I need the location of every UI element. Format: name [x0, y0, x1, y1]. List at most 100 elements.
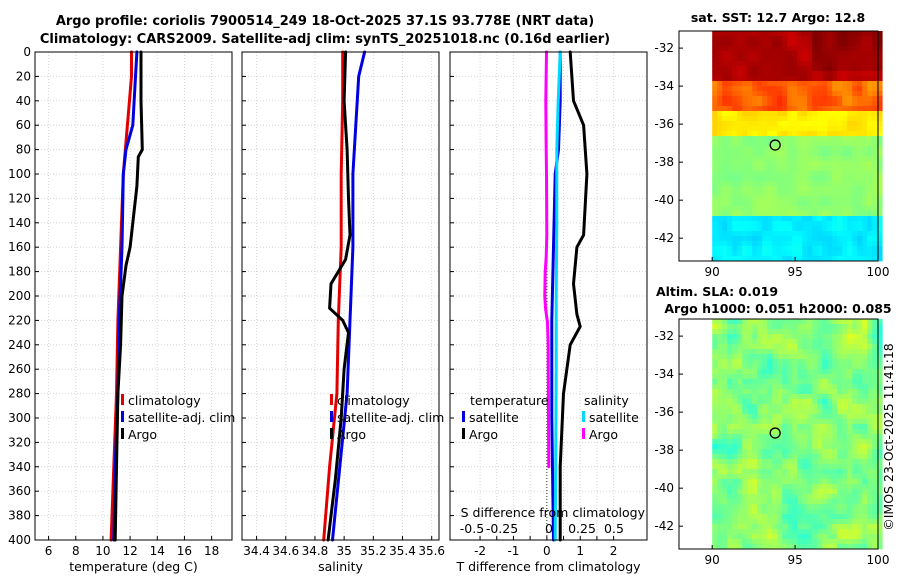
map-cell	[852, 111, 858, 117]
map-cell	[832, 136, 838, 142]
map-cell	[807, 141, 813, 147]
map-cell	[747, 106, 753, 112]
map-cell	[877, 534, 883, 540]
map-cell	[757, 394, 763, 400]
map-cell	[862, 434, 868, 440]
map-cell	[797, 81, 803, 87]
y-tick-label: 160	[8, 240, 31, 254]
map-cell	[757, 96, 763, 102]
map-cell	[822, 141, 828, 147]
map-cell	[772, 429, 778, 435]
map-cell	[812, 171, 818, 177]
map-cell	[737, 504, 743, 510]
map-cell	[857, 399, 863, 405]
y-tick-label: 340	[8, 460, 31, 474]
map-cell	[792, 469, 798, 475]
map-cell	[792, 231, 798, 237]
map-cell	[827, 211, 833, 217]
map-cell	[757, 226, 763, 232]
y-tick-label: 220	[8, 313, 31, 327]
map-cell	[742, 409, 748, 415]
map-cell	[752, 256, 758, 262]
map-cell	[857, 409, 863, 415]
map-cell	[767, 479, 773, 485]
map-cell	[712, 474, 718, 480]
map-cell	[842, 484, 848, 490]
map-cell	[792, 414, 798, 420]
map-cell	[772, 514, 778, 520]
map-cell	[867, 509, 873, 515]
map-cell	[822, 479, 828, 485]
map-cell	[747, 41, 753, 47]
map-cell	[822, 404, 828, 410]
map-cell	[822, 76, 828, 82]
map-cell	[852, 359, 858, 365]
map-cell	[877, 186, 883, 192]
map-cell	[862, 256, 868, 262]
map-cell	[732, 236, 738, 242]
map-cell	[832, 121, 838, 127]
map-cell	[742, 439, 748, 445]
map-cell	[782, 151, 788, 157]
map-cell	[742, 56, 748, 62]
map-cell	[807, 344, 813, 350]
map-cell	[797, 231, 803, 237]
map-cell	[732, 81, 738, 87]
map-cell	[832, 454, 838, 460]
map-cell	[772, 354, 778, 360]
map-cell	[837, 121, 843, 127]
map-cell	[802, 231, 808, 237]
map-cell	[762, 424, 768, 430]
map-cell	[852, 131, 858, 137]
map-cell	[812, 91, 818, 97]
map-cell	[742, 364, 748, 370]
map-cell	[747, 484, 753, 490]
map-cell	[807, 181, 813, 187]
map-cell	[712, 324, 718, 330]
map-cell	[722, 434, 728, 440]
map-cell	[762, 196, 768, 202]
map-cell	[782, 354, 788, 360]
map-cell	[787, 141, 793, 147]
map-cell	[782, 404, 788, 410]
map-cell	[777, 509, 783, 515]
map-cell	[717, 544, 723, 550]
map-cell	[867, 344, 873, 350]
map-cell	[862, 524, 868, 530]
map-cell	[817, 449, 823, 455]
map-cell	[782, 424, 788, 430]
map-cell	[717, 96, 723, 102]
map-cell	[762, 71, 768, 77]
map-cell	[832, 131, 838, 137]
map-cell	[857, 156, 863, 162]
map-cell	[722, 241, 728, 247]
map-cell	[827, 51, 833, 57]
map-cell	[817, 394, 823, 400]
map-cell	[747, 354, 753, 360]
map-cell	[862, 404, 868, 410]
map-cell	[797, 524, 803, 530]
map-cell	[787, 121, 793, 127]
map-cell	[782, 201, 788, 207]
map-cell	[817, 46, 823, 52]
map-cell	[817, 504, 823, 510]
map-cell	[807, 339, 813, 345]
map-cell	[842, 324, 848, 330]
map-cell	[852, 379, 858, 385]
map-cell	[877, 256, 883, 262]
map-cell	[857, 454, 863, 460]
map-cell	[742, 334, 748, 340]
map-cell	[787, 206, 793, 212]
map-cell	[782, 454, 788, 460]
map-cell	[712, 539, 718, 545]
map-cell	[747, 156, 753, 162]
map-cell	[737, 339, 743, 345]
map-cell	[812, 449, 818, 455]
map-cell	[862, 146, 868, 152]
map-cell	[817, 439, 823, 445]
map-cell	[757, 91, 763, 97]
map-cell	[822, 459, 828, 465]
map-cell	[762, 364, 768, 370]
map-cell	[877, 51, 883, 57]
